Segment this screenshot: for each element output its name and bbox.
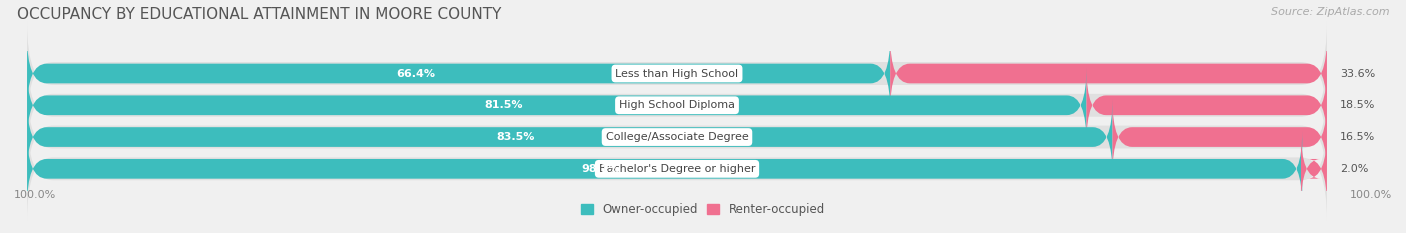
Text: 98.1%: 98.1% [582,164,620,174]
Text: 18.5%: 18.5% [1340,100,1375,110]
Text: 100.0%: 100.0% [14,190,56,200]
Text: High School Diploma: High School Diploma [619,100,735,110]
FancyBboxPatch shape [27,85,1327,189]
Text: 16.5%: 16.5% [1340,132,1375,142]
FancyBboxPatch shape [1112,99,1327,175]
Text: Less than High School: Less than High School [616,69,738,79]
Text: 66.4%: 66.4% [396,69,434,79]
FancyBboxPatch shape [27,131,1302,207]
Text: Source: ZipAtlas.com: Source: ZipAtlas.com [1271,7,1389,17]
FancyBboxPatch shape [27,68,1087,143]
FancyBboxPatch shape [1087,68,1327,143]
FancyBboxPatch shape [27,21,1327,126]
Text: 81.5%: 81.5% [485,100,523,110]
FancyBboxPatch shape [27,36,890,111]
FancyBboxPatch shape [1301,131,1327,207]
FancyBboxPatch shape [27,117,1327,221]
Text: Bachelor's Degree or higher: Bachelor's Degree or higher [599,164,755,174]
Text: College/Associate Degree: College/Associate Degree [606,132,748,142]
FancyBboxPatch shape [27,99,1112,175]
FancyBboxPatch shape [27,53,1327,157]
Text: 83.5%: 83.5% [496,132,534,142]
Text: 100.0%: 100.0% [1350,190,1392,200]
Text: 33.6%: 33.6% [1340,69,1375,79]
FancyBboxPatch shape [890,36,1327,111]
Legend: Owner-occupied, Renter-occupied: Owner-occupied, Renter-occupied [581,203,825,216]
Text: OCCUPANCY BY EDUCATIONAL ATTAINMENT IN MOORE COUNTY: OCCUPANCY BY EDUCATIONAL ATTAINMENT IN M… [17,7,502,22]
Text: 2.0%: 2.0% [1340,164,1368,174]
